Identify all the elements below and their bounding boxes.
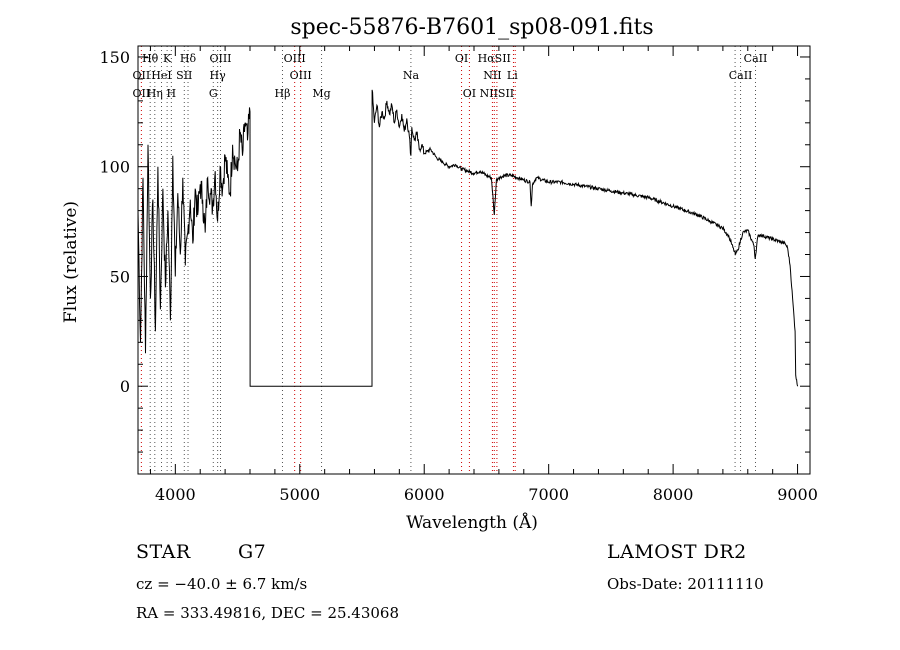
spectral-line-label: OII bbox=[133, 87, 151, 100]
spectral-line-label: HeI bbox=[151, 69, 171, 82]
spectral-line-label: Hδ bbox=[180, 52, 197, 65]
x-tick-label: 4000 bbox=[155, 485, 196, 504]
y-tick-labels: 0 50 100 150 bbox=[99, 48, 130, 396]
object-type: STAR bbox=[136, 541, 191, 563]
spectral-line-label: SII bbox=[176, 69, 192, 82]
y-tick-label: 50 bbox=[110, 267, 130, 286]
x-axis-label: Wavelength (Å) bbox=[406, 512, 538, 533]
spectral-subclass: G7 bbox=[238, 541, 267, 563]
x-tick-label: 5000 bbox=[279, 485, 320, 504]
y-tick-label: 0 bbox=[120, 377, 130, 396]
spectral-line-label: Hη bbox=[147, 87, 163, 100]
spectral-line-label: OIII bbox=[290, 69, 312, 82]
spectral-line-label: CaII bbox=[729, 69, 753, 82]
spectral-line-label: OI bbox=[455, 52, 468, 65]
y-tick-label: 150 bbox=[99, 48, 130, 67]
x-tick-label: 8000 bbox=[653, 485, 694, 504]
spectral-line-labels: Hθ K Hδ OIII OIII OI HαSII CaII OII HeI SII Hγ OIII N… bbox=[133, 52, 768, 100]
spectrum-series-line bbox=[137, 89, 799, 387]
spectral-line-label: G bbox=[209, 87, 218, 100]
spectral-line-label: NIISII bbox=[480, 87, 515, 100]
x-tick-label: 9000 bbox=[777, 485, 818, 504]
spectral-line-label: Li bbox=[507, 69, 518, 82]
chart-title: spec-55876-B7601_sp08-091.fits bbox=[290, 15, 653, 40]
x-tick-labels: 4000 5000 6000 7000 8000 9000 bbox=[155, 485, 818, 504]
spectral-line-label: Hβ bbox=[275, 87, 291, 100]
redshift-readout: cz = −40.0 ± 6.7 km/s bbox=[136, 575, 308, 593]
y-tick-label: 100 bbox=[99, 158, 130, 177]
spectral-line-label: NII bbox=[483, 69, 501, 82]
spectral-line-label: OI bbox=[463, 87, 476, 100]
spectral-line-label: Hγ bbox=[210, 69, 227, 82]
sky-coordinates: RA = 333.49816, DEC = 25.43068 bbox=[136, 604, 400, 622]
spectral-line-label: OII bbox=[133, 69, 151, 82]
spectral-line-label: OIII bbox=[209, 52, 231, 65]
x-tick-label: 7000 bbox=[528, 485, 569, 504]
spectral-line-label: K bbox=[163, 52, 172, 65]
axis-ticks bbox=[138, 46, 810, 475]
spectral-line-label: Na bbox=[403, 69, 420, 82]
spectral-line-label: Mg bbox=[312, 87, 330, 100]
x-tick-label: 6000 bbox=[404, 485, 445, 504]
spectral-line-label: OIII bbox=[284, 52, 306, 65]
spectral-line-markers bbox=[140, 46, 756, 474]
spectral-line-label: HαSII bbox=[478, 52, 511, 65]
spectral-line-label: H bbox=[167, 87, 177, 100]
spectral-line-label: CaII bbox=[744, 52, 768, 65]
survey-name: LAMOST DR2 bbox=[607, 541, 747, 563]
y-axis-label: Flux (relative) bbox=[61, 201, 81, 323]
plot-frame bbox=[137, 45, 811, 475]
spectral-line-label: Hθ bbox=[142, 52, 159, 65]
observation-date: Obs-Date: 20111110 bbox=[607, 575, 764, 593]
